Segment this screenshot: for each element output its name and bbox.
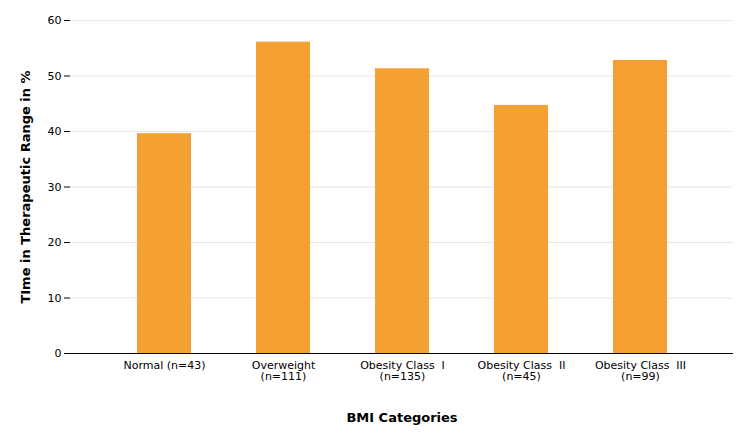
svg-text:60: 60 bbox=[48, 14, 62, 27]
svg-text:20: 20 bbox=[48, 236, 62, 249]
svg-text:BMI Categories: BMI Categories bbox=[346, 410, 457, 425]
svg-text:Obesity Class I(n=135): Obesity Class I(n=135) bbox=[360, 359, 445, 383]
svg-text:Obesity Class III(n=99): Obesity Class III(n=99) bbox=[595, 359, 686, 383]
svg-text:Obesity Class II(n=45): Obesity Class II(n=45) bbox=[478, 359, 566, 383]
svg-text:40: 40 bbox=[48, 125, 62, 138]
svg-text:30: 30 bbox=[48, 181, 62, 194]
svg-text:50: 50 bbox=[48, 70, 62, 83]
svg-text:TIme in Therapeutic Range in %: TIme in Therapeutic Range in % bbox=[18, 70, 33, 303]
svg-text:Overweight(n=111): Overweight(n=111) bbox=[252, 359, 316, 383]
svg-text:0: 0 bbox=[55, 347, 62, 360]
svg-text:10: 10 bbox=[48, 292, 62, 305]
svg-text:Normal (n=43): Normal (n=43) bbox=[123, 359, 205, 372]
